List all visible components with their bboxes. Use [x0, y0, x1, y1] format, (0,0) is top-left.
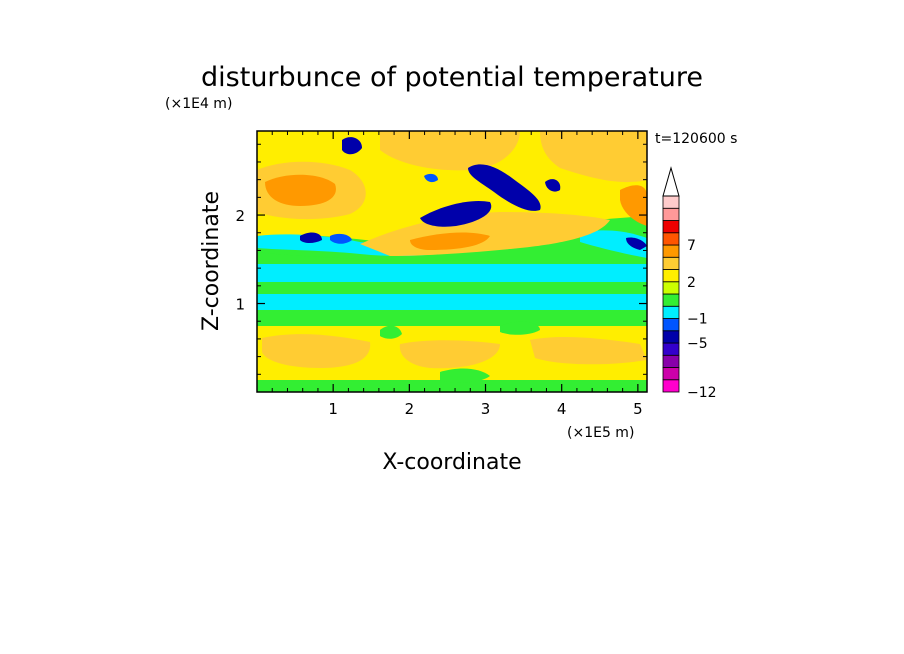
y-axis-label: Z-coordinate	[199, 191, 224, 331]
blue-right-edge	[626, 237, 647, 250]
blue-small-4	[424, 173, 438, 183]
colorbar-extend-arrow	[662, 166, 680, 197]
patch-low-green-2	[380, 325, 402, 339]
blue-small-1	[300, 232, 322, 243]
colorbar-label: 2	[687, 275, 696, 291]
band-mid-cyan	[257, 264, 647, 282]
colorbar-swatch	[662, 379, 680, 393]
x-tick-label: 5	[633, 400, 643, 418]
band-lower-cyan	[257, 294, 647, 310]
y-tick-label: 1	[235, 296, 245, 314]
blue-top-left	[342, 137, 362, 155]
colorbar-label: −5	[687, 336, 708, 352]
contour-field	[257, 131, 647, 392]
y-axis-ticks: 12	[235, 143, 647, 375]
x-tick-label: 1	[328, 400, 338, 418]
blue-small-2	[330, 233, 352, 244]
blue-jet-tail	[468, 164, 541, 211]
blue-jet-band	[420, 200, 492, 227]
chart-title: disturbunce of potential temperature	[201, 62, 703, 93]
colorbar-swatch	[662, 269, 680, 283]
colorbar-swatch	[662, 244, 680, 258]
y-unit-label: (×1E4 m)	[165, 96, 232, 112]
x-unit-label: (×1E5 m)	[567, 425, 634, 441]
y-tick-label: 2	[235, 207, 245, 225]
colorbar-swatch	[662, 342, 680, 356]
band-low-green	[257, 310, 647, 326]
x-axis-label: X-coordinate	[382, 450, 521, 475]
patch-low-orange-1	[262, 334, 371, 368]
orange-mid-core	[410, 232, 490, 250]
orange-top-right	[540, 131, 647, 183]
band-surface	[257, 380, 647, 392]
colorbar-swatch	[662, 232, 680, 246]
colorbar-label: 7	[687, 238, 696, 254]
patch-low-orange-3	[530, 337, 647, 365]
x-tick-label: 2	[405, 400, 415, 418]
orange-left-core	[265, 174, 336, 206]
colorbar-swatch	[662, 367, 680, 381]
patch-low-green-3	[500, 321, 540, 335]
time-label: t=120600 s	[655, 131, 737, 147]
blue-small-3	[545, 179, 561, 192]
colorbar-swatch	[662, 220, 680, 234]
colorbar-swatch	[662, 318, 680, 332]
colorbar-swatch	[662, 293, 680, 307]
orange-right	[620, 185, 647, 226]
colorbar-swatch	[662, 256, 680, 270]
x-tick-label: 3	[481, 400, 491, 418]
colorbar-swatch	[662, 207, 680, 221]
colorbar-swatch	[662, 281, 680, 295]
patch-low-orange-2	[399, 340, 500, 369]
colorbar-swatch	[662, 305, 680, 319]
colorbar-swatch	[662, 195, 680, 209]
colorbar: −12−5−127	[662, 166, 717, 401]
x-tick-label: 4	[557, 400, 567, 418]
orange-top-band	[380, 131, 520, 171]
patch-low-green-1	[440, 368, 490, 383]
colorbar-label: −1	[687, 312, 708, 328]
band-mid-green	[257, 282, 647, 294]
colorbar-swatch	[662, 354, 680, 368]
plot-frame	[256, 130, 648, 393]
colorbar-swatch	[662, 330, 680, 344]
x-axis-ticks: 1 2 3 4 5	[271, 131, 643, 418]
colorbar-label: −12	[687, 385, 717, 401]
upper-cyan-right	[580, 230, 647, 258]
